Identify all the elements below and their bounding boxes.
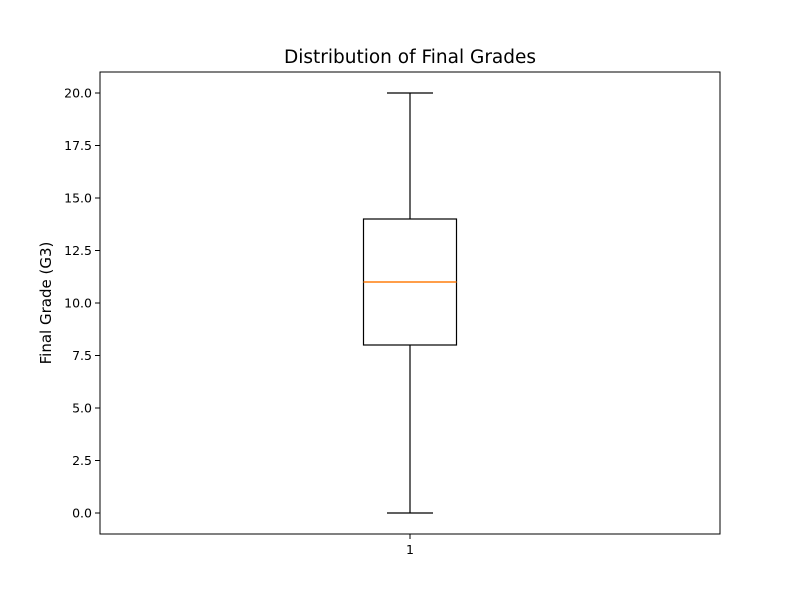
chart-title: Distribution of Final Grades [284,47,536,68]
y-tick-label: 12.5 [64,243,92,258]
y-tick-label: 7.5 [72,348,92,363]
y-axis-label: Final Grade (G3) [37,242,55,365]
y-tick-label: 5.0 [72,401,92,416]
y-tick-label: 15.0 [64,191,92,206]
y-tick-label: 2.5 [72,453,92,468]
y-tick-label: 20.0 [64,86,92,101]
plot-area: 0.0 2.5 5.0 7.5 10.0 12.5 15.0 17.5 20.0 1 [64,86,458,557]
y-tick-label: 10.0 [64,296,92,311]
axes-frame [99,71,721,535]
x-tick-label: 1 [406,542,414,557]
y-tick-label: 17.5 [64,138,92,153]
y-tick-label: 0.0 [72,506,92,521]
